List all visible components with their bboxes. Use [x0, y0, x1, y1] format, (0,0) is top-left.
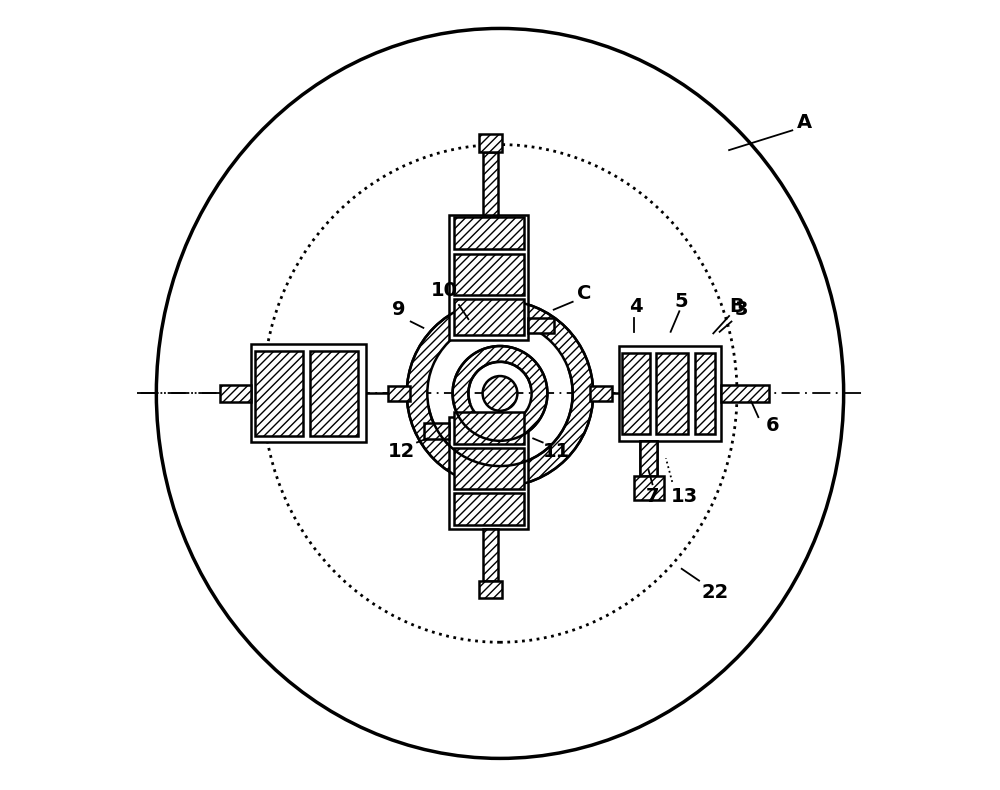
- Bar: [454, 254, 524, 295]
- Bar: [454, 448, 524, 489]
- Text: C: C: [577, 284, 592, 303]
- Bar: [590, 386, 612, 401]
- Text: 9: 9: [392, 300, 406, 319]
- Bar: [388, 386, 410, 401]
- Text: B: B: [730, 297, 744, 316]
- Bar: [454, 217, 524, 249]
- Text: A: A: [797, 113, 812, 132]
- Text: 22: 22: [701, 583, 729, 602]
- Bar: [454, 493, 524, 525]
- Bar: [449, 417, 528, 529]
- Bar: [310, 351, 358, 436]
- Bar: [220, 385, 251, 402]
- Text: 7: 7: [646, 487, 659, 506]
- Bar: [479, 134, 502, 152]
- Bar: [640, 441, 657, 476]
- Bar: [251, 344, 366, 442]
- Bar: [454, 412, 524, 444]
- Circle shape: [483, 376, 517, 411]
- Text: 11: 11: [543, 442, 571, 461]
- Text: 10: 10: [431, 281, 458, 300]
- Wedge shape: [453, 346, 547, 441]
- Text: 4: 4: [629, 297, 643, 316]
- Bar: [528, 318, 554, 333]
- Bar: [483, 152, 498, 215]
- Bar: [424, 423, 449, 439]
- Bar: [656, 353, 688, 434]
- Ellipse shape: [156, 28, 844, 758]
- Bar: [479, 581, 502, 598]
- Bar: [622, 353, 650, 434]
- Text: 6: 6: [766, 416, 779, 435]
- Bar: [483, 529, 498, 581]
- Text: 13: 13: [671, 487, 698, 506]
- Bar: [634, 476, 664, 500]
- Bar: [255, 351, 302, 436]
- Wedge shape: [407, 300, 593, 487]
- Bar: [618, 346, 721, 441]
- Text: 3: 3: [734, 300, 748, 319]
- Bar: [454, 299, 524, 335]
- Bar: [695, 353, 715, 434]
- Bar: [449, 215, 528, 340]
- Bar: [640, 441, 657, 476]
- Text: 12: 12: [388, 442, 415, 461]
- Bar: [721, 385, 769, 402]
- Text: 5: 5: [675, 292, 689, 311]
